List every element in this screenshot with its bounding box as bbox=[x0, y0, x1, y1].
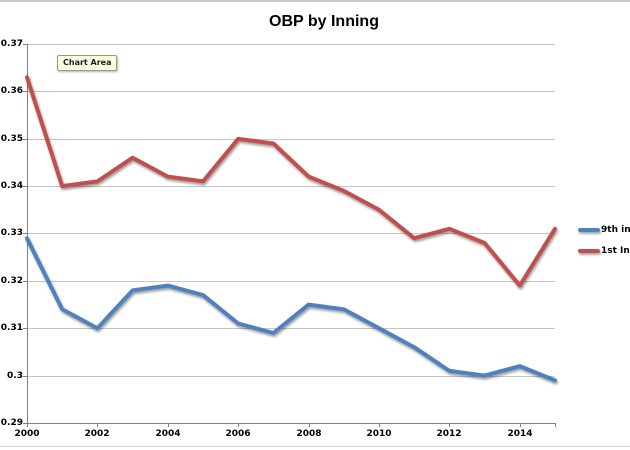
y-axis-tick bbox=[23, 281, 27, 282]
y-axis-label: 0.34 bbox=[0, 181, 23, 191]
x-axis-label: 2000 bbox=[14, 429, 40, 439]
x-axis-tick bbox=[449, 423, 450, 427]
gridline bbox=[27, 328, 555, 329]
series-line-1st-inni[interactable] bbox=[25, 75, 557, 288]
x-axis-tick bbox=[27, 423, 28, 427]
chart-area-tooltip: Chart Area bbox=[57, 55, 118, 71]
x-axis-tick bbox=[97, 423, 98, 427]
y-axis-tick bbox=[23, 423, 27, 424]
y-axis-line bbox=[27, 44, 28, 423]
x-axis-label: 2004 bbox=[155, 429, 181, 439]
legend-item-9th-inning[interactable]: 9th inn bbox=[578, 225, 630, 235]
gridline bbox=[27, 186, 555, 187]
chart-area-tooltip-label: Chart Area bbox=[63, 58, 112, 67]
x-axis-label: 2010 bbox=[366, 429, 392, 439]
window-bottom-border bbox=[0, 446, 630, 447]
gridline bbox=[27, 281, 555, 282]
y-axis-label: 0.31 bbox=[0, 323, 23, 333]
y-axis-tick bbox=[23, 44, 27, 45]
window-top-border bbox=[0, 0, 630, 2]
x-axis-tick bbox=[168, 423, 169, 427]
x-axis-label: 2006 bbox=[225, 429, 251, 439]
y-axis-label: 0.32 bbox=[0, 276, 23, 286]
gridline bbox=[27, 91, 555, 92]
y-axis-tick bbox=[23, 91, 27, 92]
y-axis-label: 0.29 bbox=[0, 418, 23, 428]
y-axis-tick bbox=[23, 139, 27, 140]
legend-line-swatch-1st-inning bbox=[578, 249, 600, 253]
gridline bbox=[27, 139, 555, 140]
y-axis-label: 0.3 bbox=[7, 371, 23, 381]
x-axis-tick bbox=[520, 423, 521, 427]
gridline bbox=[27, 233, 555, 234]
x-axis-line bbox=[27, 423, 556, 424]
y-axis-label: 0.35 bbox=[0, 134, 23, 144]
y-axis-tick bbox=[23, 233, 27, 234]
y-axis-tick bbox=[23, 186, 27, 187]
x-axis-end-tick bbox=[555, 423, 556, 427]
x-axis-label: 2008 bbox=[296, 429, 322, 439]
legend-label-9th-inning: 9th inn bbox=[601, 225, 630, 235]
x-axis-tick bbox=[309, 423, 310, 427]
y-axis-label: 0.33 bbox=[0, 228, 23, 238]
y-axis-tick bbox=[23, 376, 27, 377]
gridline bbox=[27, 376, 555, 377]
y-axis-label: 0.37 bbox=[0, 39, 23, 49]
legend-label-1st-inning: 1st Inni bbox=[601, 246, 630, 256]
chart-title[interactable]: OBP by Inning bbox=[269, 13, 379, 30]
x-axis-label: 2002 bbox=[84, 429, 110, 439]
x-axis-label: 2014 bbox=[507, 429, 533, 439]
y-axis-tick bbox=[23, 328, 27, 329]
legend-line-swatch-9th-inning bbox=[578, 228, 600, 232]
x-axis-tick bbox=[379, 423, 380, 427]
legend-item-1st-inning[interactable]: 1st Inni bbox=[578, 246, 630, 256]
y-axis-label: 0.36 bbox=[0, 86, 23, 96]
x-axis-tick bbox=[238, 423, 239, 427]
x-axis-label: 2012 bbox=[436, 429, 462, 439]
series-line-9th-inn[interactable] bbox=[25, 236, 557, 383]
gridline bbox=[27, 44, 555, 45]
